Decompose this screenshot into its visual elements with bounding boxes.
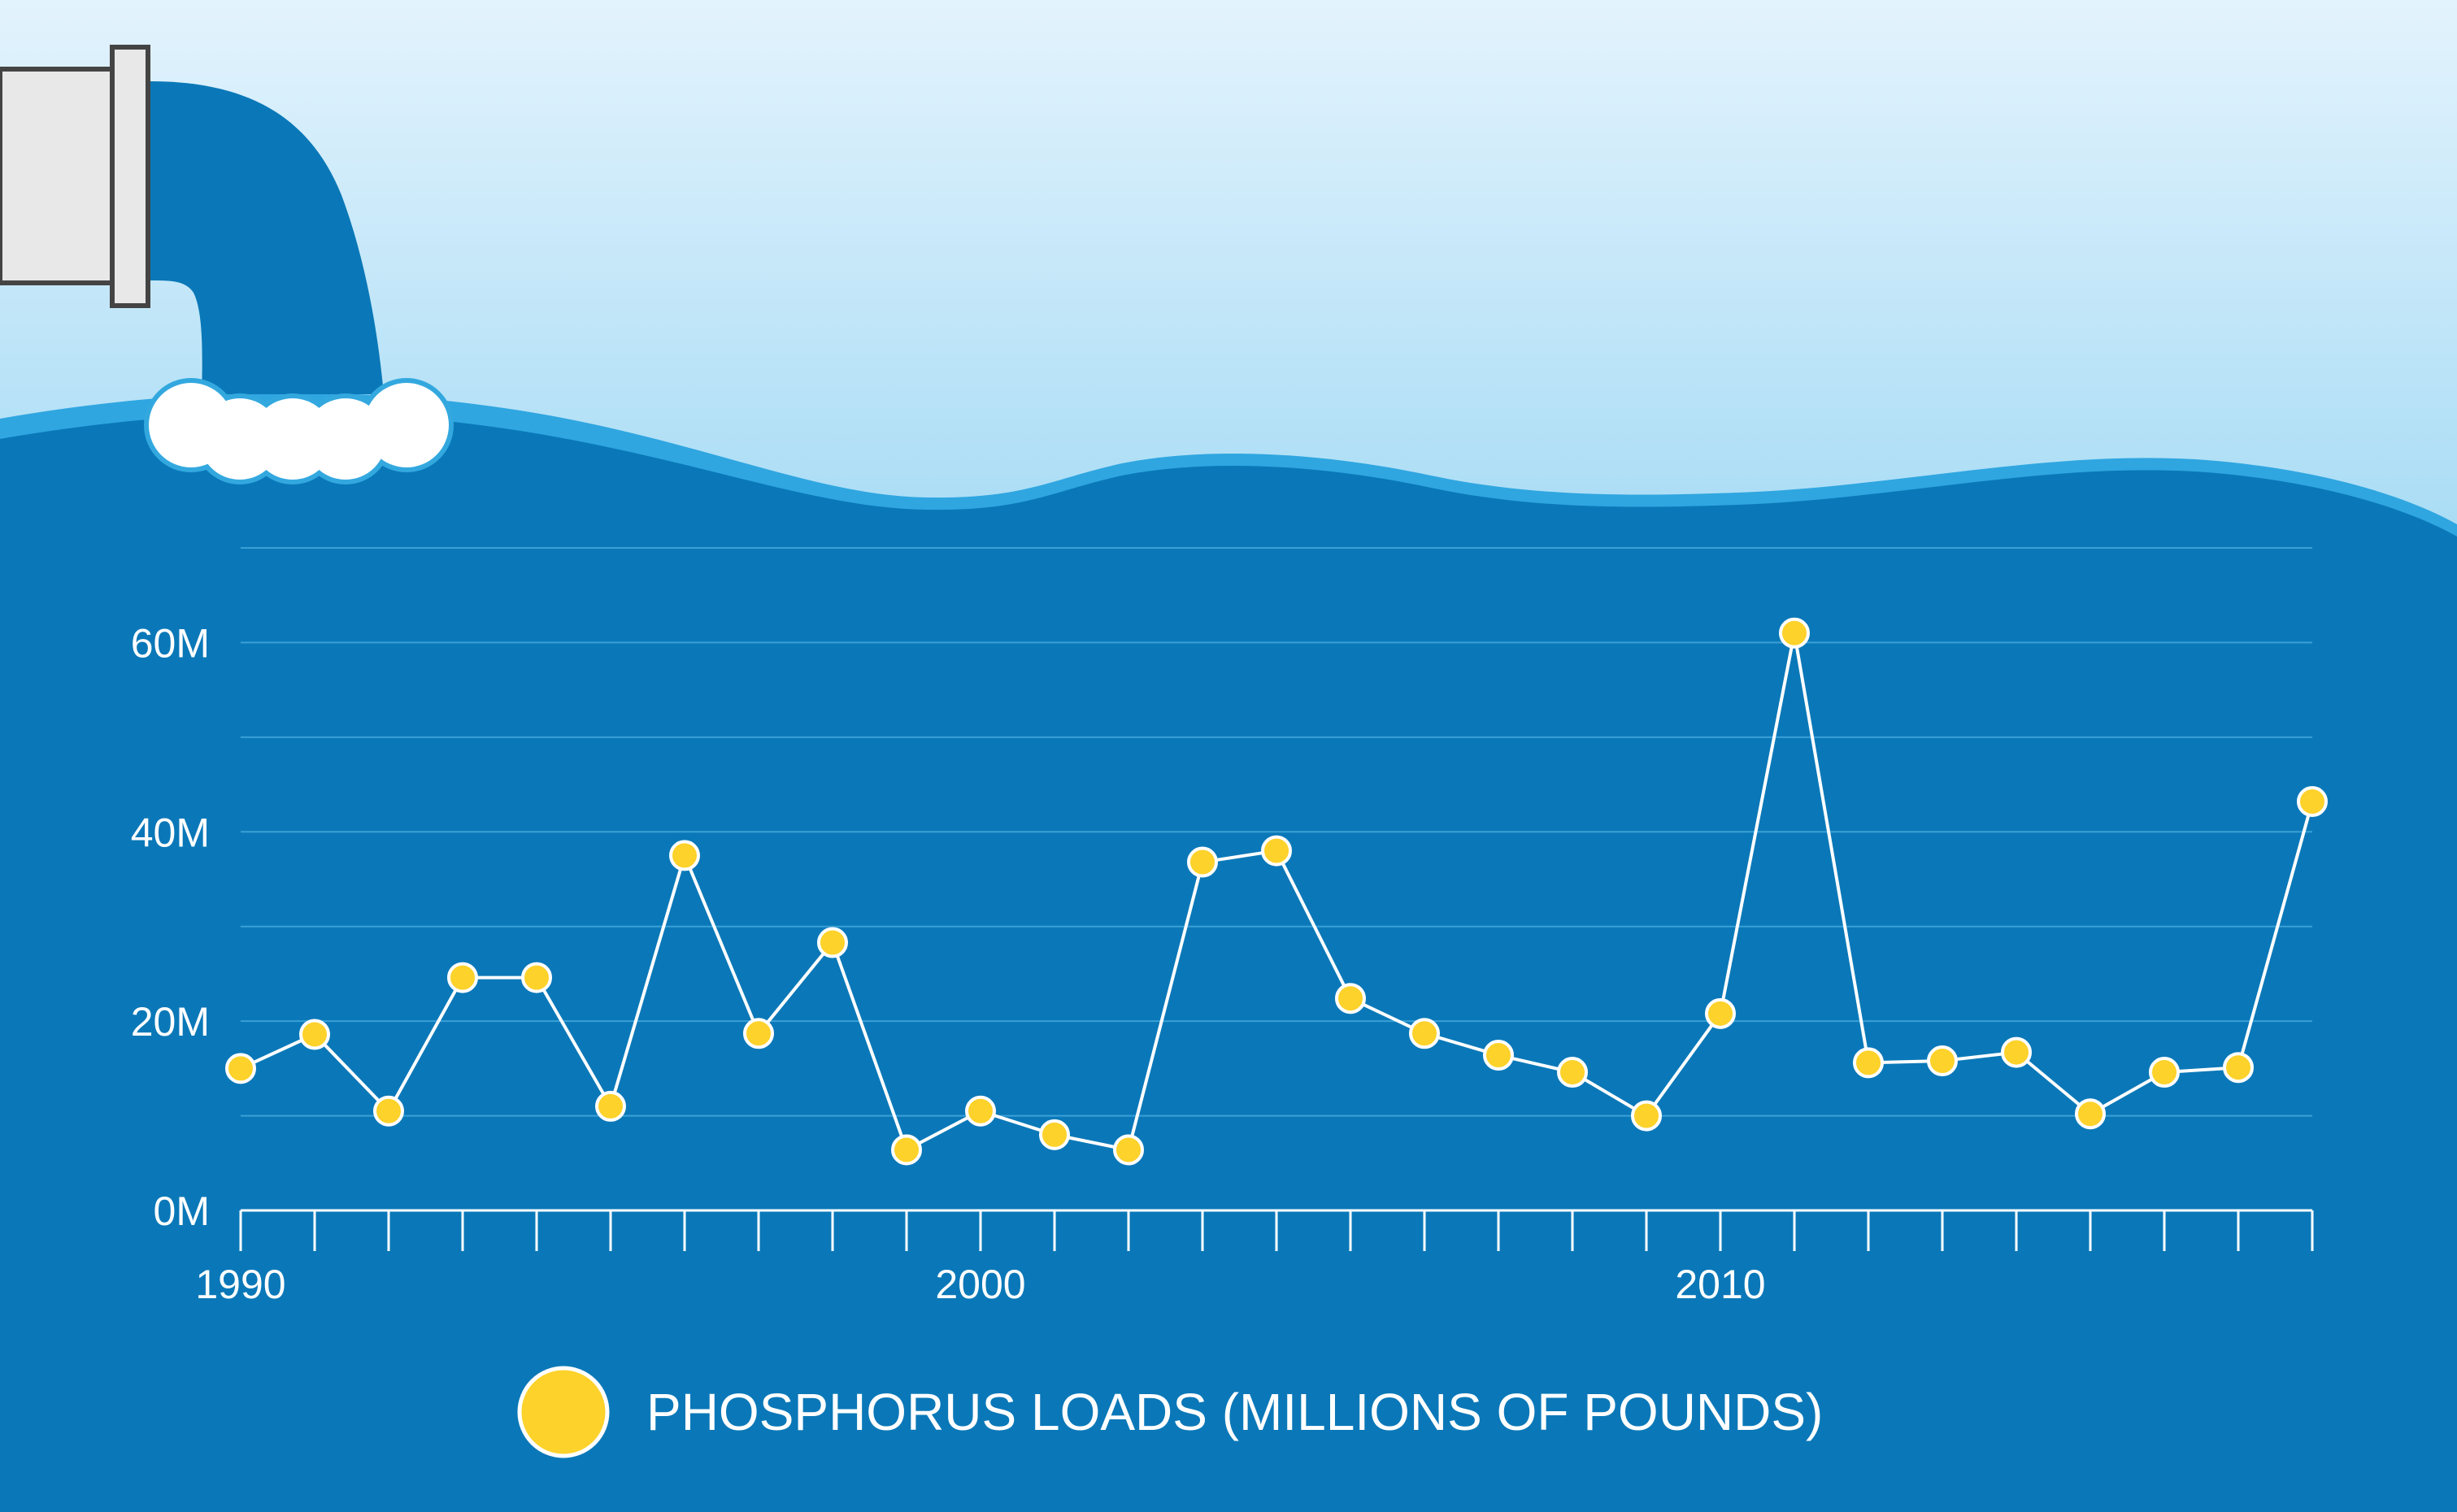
data-point [1187, 846, 1218, 878]
data-point [1261, 835, 1292, 867]
legend: PHOSPHORUS LOADS (MILLIONS OF POUNDS) [517, 1366, 1823, 1458]
data-point [2001, 1036, 2032, 1068]
data-point [1039, 1119, 1070, 1150]
legend-label: PHOSPHORUS LOADS (MILLIONS OF POUNDS) [646, 1383, 1823, 1441]
data-point [373, 1095, 404, 1127]
data-point [1779, 617, 1810, 649]
pipe-illustration [0, 45, 384, 394]
data-point [891, 1134, 922, 1166]
data-point [1409, 1018, 1440, 1049]
data-point [447, 962, 478, 993]
y-axis-labels: 0M 20M 40M 60M [131, 620, 210, 1234]
data-point [2149, 1057, 2180, 1088]
data-point [669, 840, 700, 871]
legend-marker-icon [517, 1366, 610, 1458]
data-point [225, 1053, 256, 1084]
data-point [1631, 1100, 1662, 1132]
pipe-water-stream [150, 81, 384, 394]
data-point [521, 962, 552, 993]
data-point [1335, 983, 1366, 1015]
data-point [1853, 1047, 1884, 1079]
y-tick-label: 0M [154, 1188, 210, 1234]
data-point [2297, 786, 2328, 818]
x-tick-label: 2010 [1675, 1262, 1765, 1307]
data-point [299, 1019, 330, 1050]
data-point [1927, 1045, 1958, 1077]
pipe-body [0, 67, 116, 285]
data-point [1483, 1040, 1514, 1071]
grid-lines [241, 547, 2312, 1117]
x-axis: 1990 2000 2010 [195, 1209, 2314, 1307]
data-point [1113, 1134, 1144, 1166]
x-tick-label: 1990 [195, 1262, 285, 1307]
data-point [817, 927, 848, 958]
water-body [0, 413, 2457, 1512]
series-markers [225, 617, 2328, 1166]
data-point [595, 1090, 626, 1122]
data-point [965, 1095, 996, 1127]
data-point [2223, 1052, 2254, 1084]
foam-bubble [364, 383, 449, 467]
y-tick-label: 40M [131, 810, 210, 855]
data-point [743, 1018, 774, 1049]
y-tick-label: 60M [131, 620, 210, 666]
x-tick-label: 2000 [935, 1262, 1025, 1307]
data-point [1557, 1057, 1588, 1088]
y-tick-label: 20M [131, 999, 210, 1045]
data-point [2075, 1098, 2106, 1130]
data-point [1705, 997, 1736, 1029]
pipe-flange [110, 45, 150, 308]
foam-splash [144, 378, 454, 484]
